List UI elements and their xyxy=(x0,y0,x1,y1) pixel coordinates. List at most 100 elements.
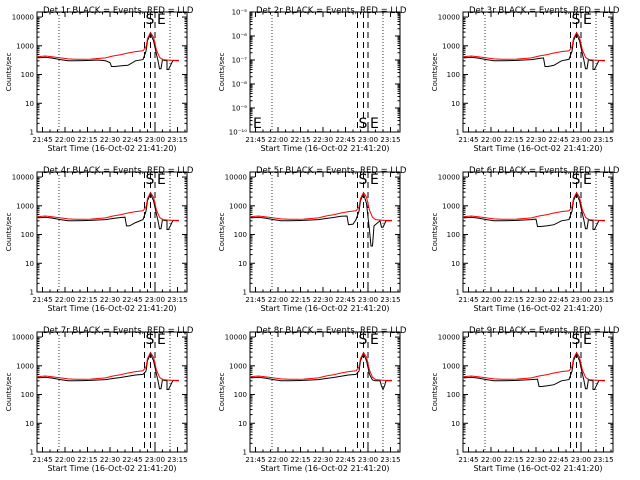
y-tick-label: 10 xyxy=(25,260,34,268)
panel-title: Det 2r BLACK = Events, RED = LLD xyxy=(256,6,407,16)
end-marker-left: E xyxy=(253,116,262,132)
x-tick-label: 22:30 xyxy=(526,456,546,464)
start-marker: S xyxy=(146,332,155,348)
lld-series-line xyxy=(463,191,605,221)
x-tick-label: 22:45 xyxy=(548,456,568,464)
x-tick-label: 22:00 xyxy=(55,136,75,144)
end-marker: E xyxy=(370,332,379,348)
x-tick-label: 23:15 xyxy=(167,296,187,304)
x-tick-label: 22:45 xyxy=(335,456,355,464)
events-series-line xyxy=(463,32,605,70)
x-tick-label: 21:45 xyxy=(458,456,478,464)
y-tick-label: 100 xyxy=(447,391,460,399)
detector-panel-4: Det 4r BLACK = Events, RED = LLD 1 10 100 10… xyxy=(5,166,194,313)
y-tick-label: 10 xyxy=(451,100,460,108)
end-marker: E xyxy=(583,332,592,348)
x-tick-label: 23:15 xyxy=(167,136,187,144)
y-tick-label: 10 xyxy=(451,260,460,268)
y-tick-label: 100 xyxy=(21,231,34,239)
y-tick-label: 10⁻¹⁰ xyxy=(229,129,247,137)
x-axis-label: Start Time (16-Oct-02 21:41:20) xyxy=(473,304,602,313)
x-tick-label: 22:15 xyxy=(503,296,523,304)
panel-title: Det 7r BLACK = Events, RED = LLD xyxy=(43,326,194,336)
lld-series-line xyxy=(250,351,392,381)
x-tick-label: 23:15 xyxy=(380,136,400,144)
panel-title: Det 6r BLACK = Events, RED = LLD xyxy=(469,166,620,176)
lld-series-line xyxy=(37,191,179,221)
lld-series-line xyxy=(250,191,392,221)
y-tick-label: 100 xyxy=(234,391,247,399)
start-marker: S xyxy=(146,12,155,28)
x-tick-label: 22:15 xyxy=(290,136,310,144)
y-axis-label: Counts/sec xyxy=(431,373,439,412)
x-tick-label: 22:00 xyxy=(481,456,501,464)
detector-panel-8: Det 8r BLACK = Events, RED = LLD 1 10 100 10… xyxy=(218,326,407,473)
x-tick-label: 22:45 xyxy=(548,296,568,304)
x-tick-label: 21:45 xyxy=(458,136,478,144)
x-tick-label: 22:15 xyxy=(503,136,523,144)
x-tick-label: 21:45 xyxy=(245,456,265,464)
events-series-line xyxy=(37,32,179,70)
y-tick-label: 1 xyxy=(456,449,460,457)
events-series-line xyxy=(250,192,392,247)
y-tick-label: 10 xyxy=(238,260,247,268)
y-tick-label: 10⁻⁵ xyxy=(232,9,248,17)
x-tick-label: 22:30 xyxy=(313,296,333,304)
detector-panel-3: Det 3r BLACK = Events, RED = LLD 1 10 100 10… xyxy=(431,6,620,153)
x-tick-label: 22:00 xyxy=(268,296,288,304)
x-tick-label: 22:45 xyxy=(122,136,142,144)
panel-title: Det 1r BLACK = Events, RED = LLD xyxy=(43,6,194,16)
x-tick-label: 22:00 xyxy=(481,296,501,304)
x-tick-label: 22:45 xyxy=(122,296,142,304)
y-tick-label: 1 xyxy=(30,449,34,457)
start-marker: S xyxy=(359,116,368,132)
x-tick-label: 22:15 xyxy=(77,456,97,464)
x-tick-label: 23:15 xyxy=(593,136,613,144)
y-tick-label: 10 xyxy=(451,420,460,428)
x-tick-label: 21:45 xyxy=(245,296,265,304)
y-tick-label: 1 xyxy=(243,289,247,297)
y-tick-label: 1000 xyxy=(229,362,247,370)
y-axis-label: Counts/sec xyxy=(218,53,226,92)
y-tick-label: 1 xyxy=(456,129,460,137)
y-tick-label: 10000 xyxy=(438,174,460,182)
x-tick-label: 21:45 xyxy=(458,296,478,304)
start-marker: S xyxy=(359,172,368,188)
x-tick-label: 22:45 xyxy=(548,136,568,144)
x-tick-label: 21:45 xyxy=(32,456,52,464)
x-tick-label: 22:45 xyxy=(335,136,355,144)
x-tick-label: 22:15 xyxy=(77,296,97,304)
x-axis-label: Start Time (16-Oct-02 21:41:20) xyxy=(260,144,389,153)
x-tick-label: 23:00 xyxy=(358,296,378,304)
y-tick-label: 1000 xyxy=(442,362,460,370)
x-tick-label: 23:00 xyxy=(145,456,165,464)
x-tick-label: 23:15 xyxy=(593,456,613,464)
x-tick-label: 21:45 xyxy=(245,136,265,144)
y-tick-label: 10000 xyxy=(438,14,460,22)
y-tick-label: 100 xyxy=(447,71,460,79)
x-axis-label: Start Time (16-Oct-02 21:41:20) xyxy=(473,144,602,153)
y-tick-label: 1000 xyxy=(16,42,34,50)
end-marker: E xyxy=(370,116,379,132)
x-tick-label: 22:15 xyxy=(290,456,310,464)
x-tick-label: 23:15 xyxy=(593,296,613,304)
y-tick-label: 1000 xyxy=(442,202,460,210)
lld-series-line xyxy=(463,351,605,381)
x-axis-label: Start Time (16-Oct-02 21:41:20) xyxy=(47,144,176,153)
x-tick-label: 23:00 xyxy=(571,296,591,304)
plot-frame xyxy=(249,171,401,293)
start-marker: S xyxy=(572,332,581,348)
start-marker: S xyxy=(572,12,581,28)
y-tick-label: 10⁻⁹ xyxy=(232,105,248,113)
events-series-line xyxy=(250,352,392,391)
end-marker: E xyxy=(157,172,166,188)
x-tick-label: 22:30 xyxy=(313,456,333,464)
y-axis-label: Counts/sec xyxy=(218,373,226,412)
y-tick-label: 1 xyxy=(30,129,34,137)
detector-panel-5: Det 5r BLACK = Events, RED = LLD 1 10 100 10… xyxy=(218,166,407,313)
x-tick-label: 23:15 xyxy=(380,456,400,464)
x-tick-label: 22:30 xyxy=(313,136,333,144)
x-tick-label: 22:15 xyxy=(503,456,523,464)
y-tick-label: 10000 xyxy=(12,14,34,22)
